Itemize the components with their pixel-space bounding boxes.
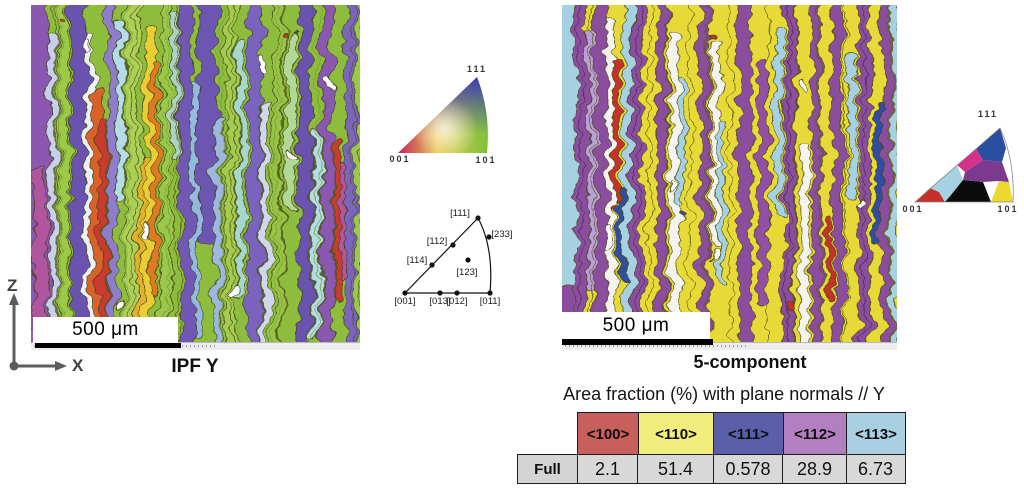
table-value-111: 0.578	[712, 454, 784, 484]
scale-bar-line-right	[562, 339, 713, 345]
orientation-triangle: [001] [013] [012] [011] [111] [233] [112…	[388, 198, 528, 316]
left-map-caption: IPF Y	[171, 356, 219, 377]
ipf-key-001-label: 001	[389, 154, 411, 164]
scale-bar-line-left	[35, 343, 181, 348]
ipf-color-triangle-icon	[398, 77, 488, 153]
ipf-y-map-image	[31, 5, 360, 350]
stereo-114-label: [114]	[406, 255, 428, 266]
comp-key-111-label: 111	[977, 109, 999, 119]
scale-bar-box-left: 500 μm	[33, 317, 178, 343]
table-data-row: Full 2.1 51.4 0.578 28.9 6.73	[517, 454, 906, 484]
table-header-111: <111>	[713, 412, 784, 456]
table-value-110: 51.4	[637, 454, 714, 484]
component-triangle-icon	[913, 127, 1014, 203]
table-value-100: 2.1	[576, 454, 639, 484]
axis-x-label: X	[72, 356, 84, 375]
stereo-001-label: [001]	[394, 296, 416, 307]
axis-z-label: Z	[7, 276, 18, 295]
table-value-113: 6.73	[845, 454, 906, 484]
stereo-012-label: [012]	[446, 296, 468, 307]
metadata-strip	[31, 342, 360, 350]
table-value-112: 28.9	[782, 454, 847, 484]
right-map-caption: 5-component	[693, 352, 807, 372]
stereo-011-label: [011]	[479, 296, 501, 307]
scale-bar-label-left: 500 μm	[72, 319, 139, 340]
stereo-233-label: [233]	[491, 229, 513, 240]
five-component-micrograph: 500 μm	[562, 5, 897, 350]
stereo-111-label: [111]	[450, 208, 470, 219]
stereo-013-label: [013]	[429, 296, 451, 307]
ipf-key-101-label: 101	[475, 155, 497, 165]
ipf-color-key: 111 001 101	[385, 55, 510, 173]
table-header-112: <112>	[782, 412, 848, 456]
five-component-map-image	[562, 5, 897, 350]
scale-bar-label-right: 500 μm	[602, 314, 670, 336]
metadata-strip	[562, 342, 897, 350]
table-header-110: <110>	[637, 412, 715, 456]
axis-indicator: Z X	[2, 276, 92, 386]
ipf-key-111-label: 111	[466, 64, 488, 74]
table-header-row: <100> <110> <111> <112> <113>	[577, 412, 906, 456]
table-row-label: Full	[517, 454, 578, 484]
comp-key-001-label: 001	[902, 204, 924, 214]
table-title: Area fraction (%) with plane normals // …	[563, 384, 885, 404]
orientation-triangle-icon	[402, 215, 493, 296]
axis-arrows-icon	[9, 293, 67, 371]
scale-bar-box-right: 500 μm	[562, 312, 710, 339]
table-header-113: <113>	[846, 412, 906, 456]
ipf-y-micrograph: 500 μm	[31, 5, 360, 350]
table-header-100: <100>	[577, 412, 639, 456]
stereo-123-label: [123]	[456, 267, 478, 278]
stereo-112-label: [112]	[426, 236, 448, 247]
comp-key-101-label: 101	[997, 204, 1019, 214]
component-color-key: 111 001 101	[902, 98, 1024, 218]
